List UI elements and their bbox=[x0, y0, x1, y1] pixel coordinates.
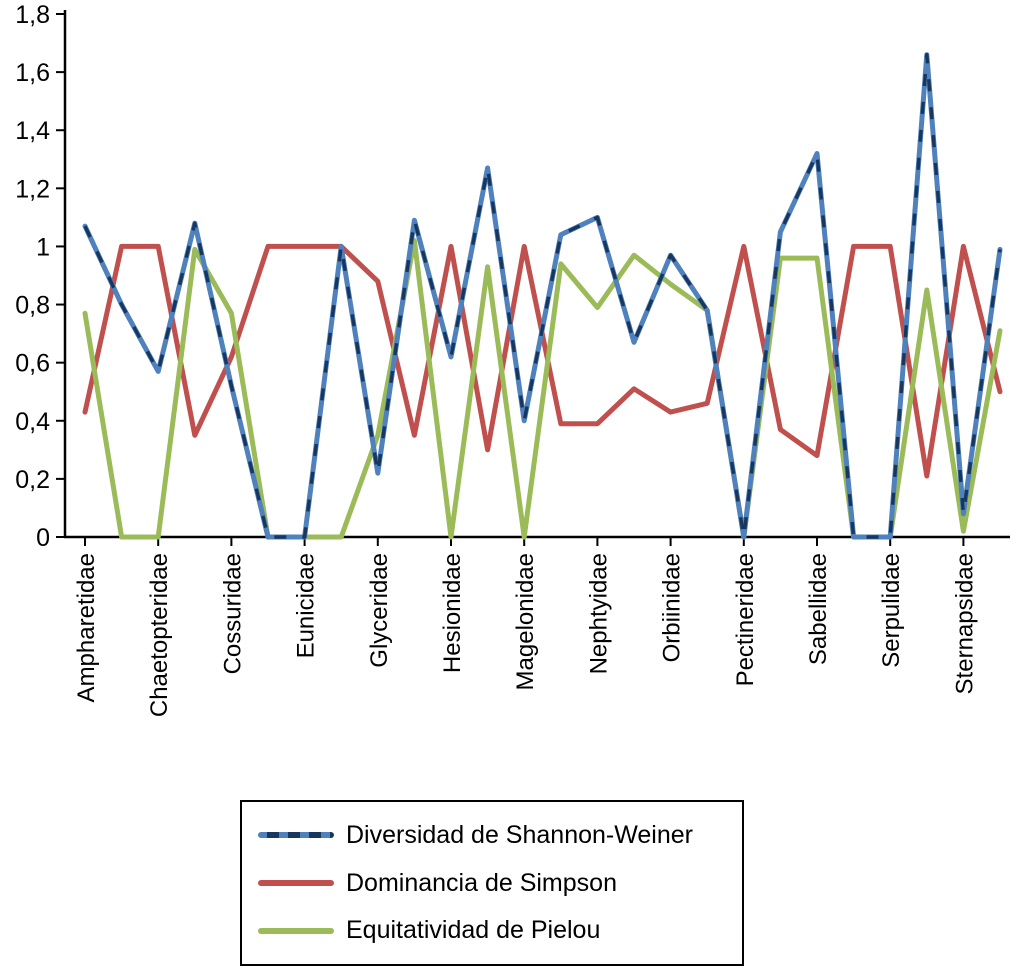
x-category-label: Ampharetidae bbox=[73, 553, 100, 702]
legend-line-pielou-icon bbox=[258, 927, 334, 934]
x-category-label: Orbiinidae bbox=[659, 553, 686, 662]
x-category-label: Sabellidae bbox=[805, 553, 832, 665]
series-line-simpson bbox=[82, 243, 1003, 479]
chart-svg: 0 0,2 0,4 0,6 0,8 1 1,2 1,4 1,6 1,8 Ampharetidae Ch… bbox=[15, 1, 1010, 717]
x-category-label: Glyceridae bbox=[366, 553, 393, 668]
legend: Diversidad de Shannon-Weiner Dominancia … bbox=[240, 800, 744, 966]
legend-label-pielou: Equitatividad de Pielou bbox=[346, 916, 601, 945]
series-line-pielou bbox=[82, 238, 1003, 540]
y-tick-label: 0 bbox=[36, 524, 50, 552]
legend-label-shannon: Diversidad de Shannon-Weiner bbox=[346, 820, 693, 849]
legend-line-shannon-icon bbox=[258, 832, 334, 839]
y-tick-label: 1,2 bbox=[15, 175, 50, 203]
legend-item-pielou: Equitatividad de Pielou bbox=[258, 916, 742, 945]
x-category-label: Magelonidae bbox=[512, 553, 539, 690]
legend-item-simpson: Dominancia de Simpson bbox=[258, 869, 742, 898]
y-tick-label: 1 bbox=[36, 233, 50, 261]
y-tick-label: 0,2 bbox=[15, 466, 50, 494]
y-tick-label: 0,6 bbox=[15, 350, 50, 378]
x-category-label: Sternapsidae bbox=[951, 553, 978, 694]
y-tick-label: 1,4 bbox=[15, 117, 50, 145]
x-category-label: Pectineridae bbox=[732, 553, 759, 686]
x-category-label: Nephtyidae bbox=[585, 553, 612, 674]
y-tick-label: 1,6 bbox=[15, 59, 50, 87]
legend-item-shannon: Diversidad de Shannon-Weiner bbox=[258, 821, 742, 850]
y-tick-label: 0,4 bbox=[15, 408, 50, 436]
series-line-shannon-dashes bbox=[83, 53, 1002, 539]
legend-line-simpson-icon bbox=[258, 880, 334, 886]
x-category-label: Eunicidae bbox=[293, 553, 320, 658]
y-tick-label: 1,8 bbox=[15, 1, 50, 29]
x-category-label: Chaetopteridae bbox=[146, 553, 173, 717]
x-category-label: Serpulidae bbox=[878, 553, 905, 668]
x-category-label: Cossuridae bbox=[219, 553, 246, 674]
legend-label-simpson: Dominancia de Simpson bbox=[346, 868, 617, 897]
x-category-label: Hesionidae bbox=[439, 553, 466, 673]
y-tick-label: 0,8 bbox=[15, 292, 50, 320]
